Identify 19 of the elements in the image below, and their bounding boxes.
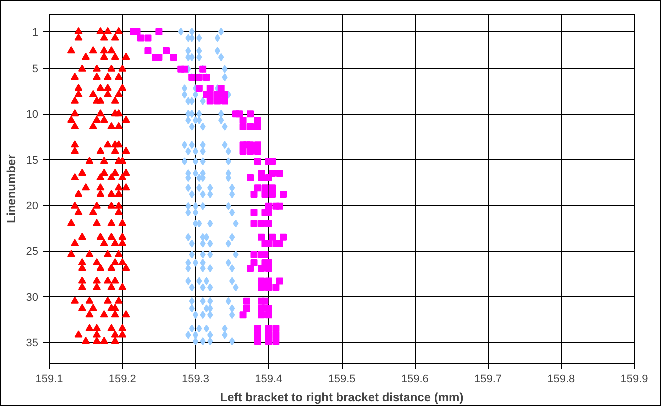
- x-tick-label: 159.9: [620, 374, 648, 386]
- x-tick-label: 159.8: [548, 374, 576, 386]
- y-tick-label: 30: [26, 292, 39, 304]
- y-tick-label: 1: [32, 26, 39, 39]
- y-tick-label: 25: [26, 246, 39, 258]
- x-tick-label: 159.5: [328, 374, 356, 386]
- x-tick-label: 159.4: [255, 374, 283, 386]
- y-tick-label: 5: [32, 63, 39, 76]
- y-tick-label: 10: [26, 109, 39, 122]
- x-axis-title: Left bracket to right bracket distance (mm): [220, 390, 464, 404]
- y-tick-label: 20: [26, 200, 39, 212]
- y-tick-label: 35: [26, 337, 39, 350]
- x-tick-label: 159.7: [474, 374, 502, 386]
- x-tick-label: 159.6: [401, 374, 429, 386]
- x-tick-label: 159.2: [108, 374, 136, 386]
- x-tick-label: 159.3: [182, 374, 210, 386]
- y-axis-title: Linenumber: [4, 154, 18, 224]
- y-tick-label: 15: [26, 154, 39, 167]
- x-tick-label: 159.1: [36, 374, 64, 386]
